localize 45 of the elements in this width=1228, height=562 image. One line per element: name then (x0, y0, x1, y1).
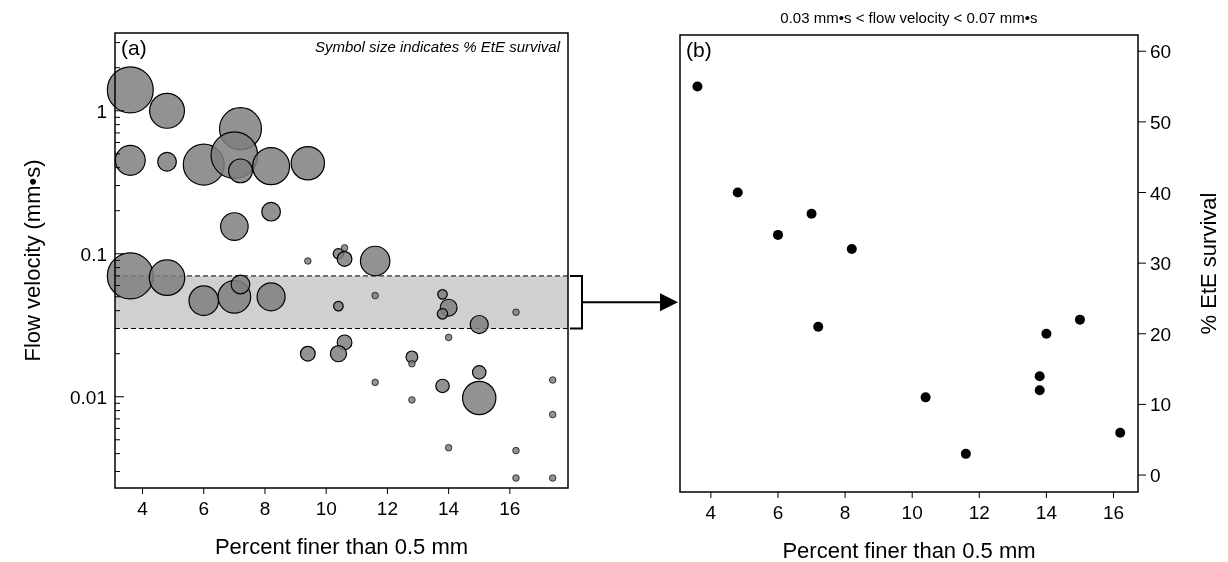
x-tick-label: 4 (705, 502, 717, 523)
point (1074, 314, 1085, 325)
annotation: (a) (121, 36, 147, 59)
x-tick-label: 16 (1102, 502, 1125, 523)
y2-tick-label: 40 (1150, 182, 1172, 204)
point (813, 321, 824, 332)
y-axis-title: Flow velocity (mm•s) (20, 159, 45, 362)
chart-title: 0.03 mm•s < flow velocity < 0.07 mm•s (780, 9, 1038, 26)
x-tick-label: 10 (901, 502, 923, 523)
x-tick-label: 14 (438, 498, 460, 519)
x-tick-label: 4 (137, 498, 149, 519)
x-tick-label: 8 (839, 502, 851, 523)
x-tick-label: 16 (499, 498, 521, 519)
point (1115, 427, 1126, 438)
x-tick-label: 6 (772, 502, 784, 523)
point (692, 81, 703, 92)
point (1034, 371, 1045, 382)
x-tick-label: 10 (315, 498, 337, 519)
y2-tick-label: 50 (1150, 111, 1172, 133)
y2-tick-label: 0 (1150, 465, 1161, 487)
y-tick-label: 1 (96, 100, 107, 122)
x-tick-label: 14 (1035, 502, 1058, 523)
x-tick-label: 8 (259, 498, 271, 519)
point (732, 187, 743, 198)
y2-tick-label: 20 (1150, 323, 1172, 345)
x-tick-label: 12 (968, 502, 990, 523)
x-axis-title: Percent finer than 0.5 mm (782, 538, 1036, 562)
point (772, 229, 783, 240)
point (806, 208, 817, 219)
annotation: Symbol size indicates % EtE survival (314, 38, 561, 55)
y2-tick-label: 60 (1150, 41, 1172, 63)
y-tick-label: 0.01 (70, 386, 107, 408)
point (1034, 385, 1045, 396)
point (960, 448, 971, 459)
y2-tick-label: 10 (1150, 394, 1172, 416)
y2-tick-label: 30 (1150, 253, 1172, 275)
x-tick-label: 12 (376, 498, 398, 519)
point (920, 392, 931, 403)
x-tick-label: 6 (198, 498, 210, 519)
y-tick-label: 0.1 (80, 243, 107, 265)
annotation: (b) (686, 38, 712, 61)
y2-axis-title: % EtE survival (1196, 192, 1221, 335)
point (846, 244, 857, 255)
x-axis-title: Percent finer than 0.5 mm (214, 534, 469, 559)
point (1041, 328, 1052, 339)
